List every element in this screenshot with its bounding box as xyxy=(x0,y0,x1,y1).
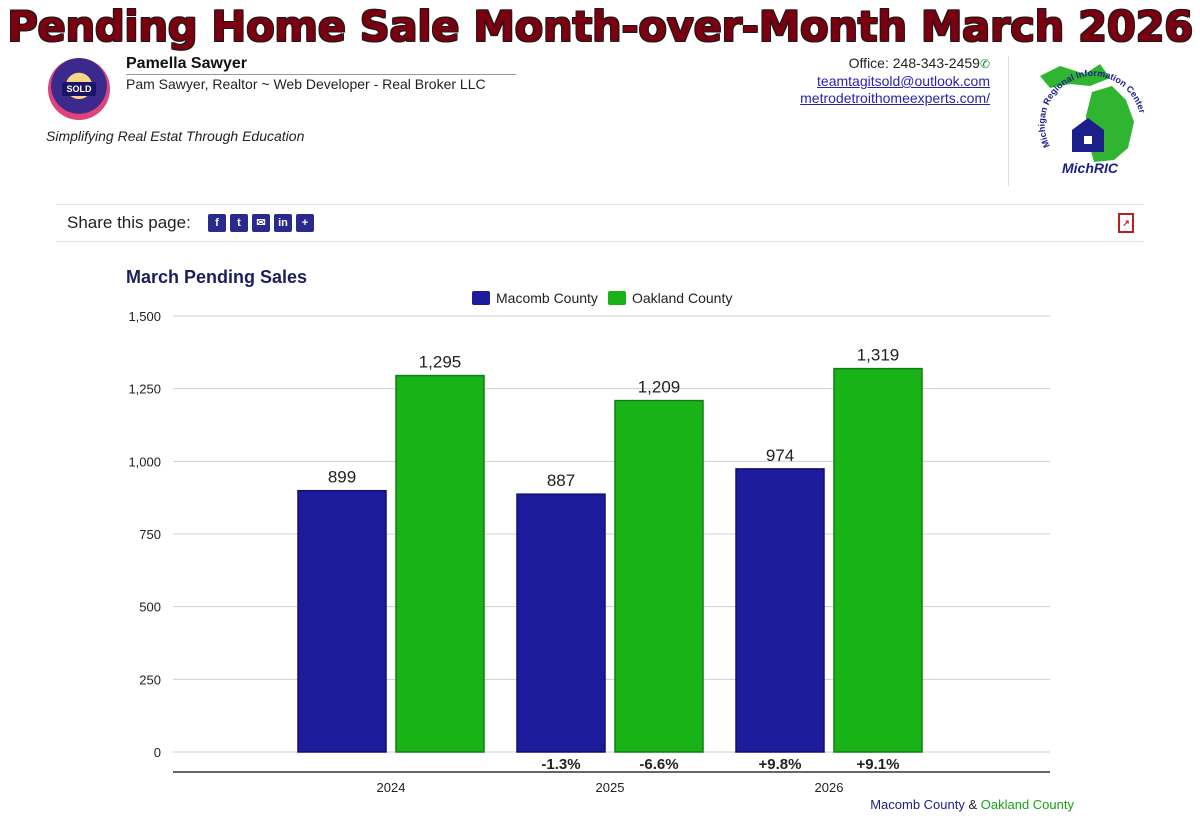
y-tick-label: 0 xyxy=(154,745,161,760)
data-label: 887 xyxy=(547,471,575,490)
footer-macomb: Macomb County xyxy=(870,797,965,812)
change-label: +9.8% xyxy=(759,756,802,773)
agent-title: Pam Sawyer, Realtor ~ Web Developer - Re… xyxy=(126,76,486,92)
legend-label-macomb: Macomb County xyxy=(496,290,598,306)
y-tick-label: 1,000 xyxy=(128,454,161,469)
bar xyxy=(614,399,704,753)
facebook-icon[interactable]: f xyxy=(208,214,226,232)
y-tick-label: 1,250 xyxy=(128,382,161,397)
legend-item-oakland: Oakland County xyxy=(607,290,733,306)
data-label: 974 xyxy=(766,446,794,465)
y-tick-label: 250 xyxy=(139,672,161,687)
x-tick-label: 2026 xyxy=(815,780,844,795)
email-link[interactable]: teamtagitsold@outlook.com xyxy=(817,73,990,89)
bar xyxy=(297,489,387,753)
agent-name: Pamella Sawyer xyxy=(126,55,247,72)
data-label: 899 xyxy=(328,468,356,487)
y-tick-label: 500 xyxy=(139,600,161,615)
logo-sold-text: SOLD xyxy=(62,82,96,96)
footer-oakland: Oakland County xyxy=(980,797,1074,812)
contact-block: Office: 248-343-2459✆ teamtagitsold@outl… xyxy=(800,55,990,107)
michric-logo: Michigan Regional Information Center xyxy=(1037,64,1147,162)
page-title: Pending Home Sale Month-over-Month March… xyxy=(7,2,1193,51)
legend-item-macomb: Macomb County xyxy=(472,290,598,306)
email-icon[interactable]: ✉ xyxy=(252,214,270,232)
chart-legend: Macomb County Oakland County xyxy=(472,290,742,306)
legend-label-oakland: Oakland County xyxy=(631,290,733,306)
agent-logo: SOLD xyxy=(48,58,110,120)
footer-amp: & xyxy=(964,797,981,812)
pdf-icon[interactable]: ↗ xyxy=(1118,213,1134,233)
share-label: Share this page: xyxy=(67,213,191,232)
agent-tagline: Simplifying Real Estat Through Education xyxy=(46,128,305,144)
legend-swatch-oakland xyxy=(607,291,626,305)
change-label: -6.6% xyxy=(639,756,678,773)
phone-icon: ✆ xyxy=(979,57,990,71)
data-label: 1,209 xyxy=(638,378,681,397)
michric-label: MichRIC xyxy=(1062,160,1118,176)
plus-icon[interactable]: + xyxy=(296,214,314,232)
share-icons: f t ✉ in + xyxy=(208,214,314,232)
change-label: -1.3% xyxy=(541,756,580,773)
website-link[interactable]: metrodetroithomeexperts.com/ xyxy=(800,90,990,106)
share-bar: Share this page: f t ✉ in + ↗ xyxy=(56,204,1144,242)
x-tick-label: 2024 xyxy=(377,780,406,795)
bar xyxy=(735,468,825,753)
twitter-icon[interactable]: t xyxy=(230,214,248,232)
agent-divider xyxy=(126,74,516,75)
x-tick-label: 2025 xyxy=(596,780,625,795)
legend-swatch-macomb xyxy=(472,291,490,305)
y-tick-label: 750 xyxy=(139,527,161,542)
chart-footer-note: Macomb County & Oakland County xyxy=(870,797,1074,812)
data-label: 1,295 xyxy=(419,353,462,372)
y-tick-label: 1,500 xyxy=(128,309,161,324)
bar-chart: 0 250 500 750 1,000 1,250 1,500 899 1,295 2024 887… xyxy=(128,309,1050,795)
bar xyxy=(833,367,923,753)
header-divider xyxy=(1008,56,1009,186)
data-label: 1,319 xyxy=(857,346,900,365)
chart-title: March Pending Sales xyxy=(126,267,308,287)
office-phone-text: Office: 248-343-2459 xyxy=(848,55,980,71)
change-label: +9.1% xyxy=(857,756,900,773)
bar xyxy=(516,493,606,753)
bar xyxy=(395,374,485,753)
linkedin-icon[interactable]: in xyxy=(274,214,292,232)
office-phone: Office: 248-343-2459✆ xyxy=(800,55,990,73)
